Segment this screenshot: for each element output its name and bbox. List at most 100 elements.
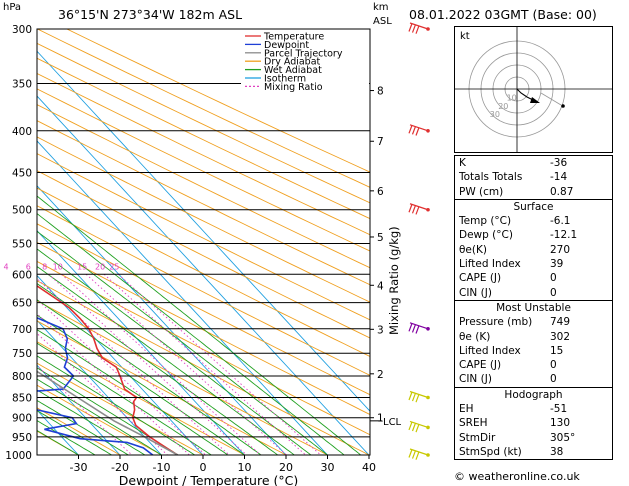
mixing-ratio-label: 6 bbox=[26, 263, 31, 272]
km-tick-label: 5 bbox=[377, 232, 384, 244]
dry-adiabat-line bbox=[37, 362, 204, 455]
unstable-row: θe (K) 302 bbox=[455, 330, 612, 344]
wind-barb-flag bbox=[411, 324, 417, 333]
hodograph-value: 130 bbox=[550, 417, 571, 430]
wind-barb-flag bbox=[408, 421, 413, 431]
surface-row: CIN (J) 0 bbox=[455, 286, 612, 300]
wind-barb bbox=[408, 420, 430, 433]
surface-key: CIN (J) bbox=[459, 286, 492, 299]
surface-row: θe(K) 270 bbox=[455, 243, 612, 257]
hodograph-value: 38 bbox=[550, 445, 564, 458]
wind-barb-flag bbox=[408, 391, 413, 401]
wet-adiabat-line bbox=[37, 410, 112, 455]
unstable-value: 749 bbox=[550, 316, 571, 329]
surface-title: Surface bbox=[455, 198, 612, 214]
wind-barb-flag bbox=[411, 205, 417, 214]
index-row: K -36 bbox=[455, 156, 612, 170]
wind-barb-flag bbox=[411, 24, 417, 33]
dry-adiabat-line bbox=[37, 384, 162, 455]
pressure-tick-label: 500 bbox=[12, 205, 32, 217]
legend-label: Dry Adiabat bbox=[264, 57, 321, 68]
x-axis-label: Dewpoint / Temperature (°C) bbox=[119, 473, 298, 486]
mixing-ratio-label: 25 bbox=[109, 263, 119, 272]
mixing-ratio-label: 15 bbox=[77, 263, 87, 272]
wind-barb-flag bbox=[408, 204, 413, 213]
temperature-line bbox=[37, 284, 179, 455]
surface-value: -6.1 bbox=[550, 215, 571, 228]
dry-adiabat-line bbox=[37, 42, 370, 204]
hodograph-key: StmDir bbox=[459, 431, 496, 444]
wind-barb bbox=[408, 448, 430, 460]
dry-adiabat-line bbox=[37, 29, 370, 188]
dry-adiabat-line bbox=[37, 136, 370, 303]
wet-adiabat-line bbox=[37, 367, 179, 455]
km-tick-label: 2 bbox=[377, 369, 384, 381]
hodograph-key: StmSpd (kt) bbox=[459, 445, 522, 458]
surface-key: CAPE (J) bbox=[459, 272, 502, 285]
stats-panel: K -36 Totals Totals -14 PW (cm) 0.87 Surface … bbox=[454, 155, 613, 461]
wind-barb bbox=[408, 390, 430, 403]
hodograph-storm-line bbox=[540, 92, 562, 106]
pressure-tick-label: 450 bbox=[12, 167, 32, 179]
unstable-row: Pressure (mb) 749 bbox=[455, 315, 612, 329]
x-tick-label: 30 bbox=[321, 461, 335, 474]
km-unit-label: km bbox=[373, 2, 389, 13]
legend-label: Isotherm bbox=[264, 74, 306, 85]
unstable-value: 15 bbox=[550, 344, 564, 357]
unstable-value: 302 bbox=[550, 330, 571, 343]
index-key: PW (cm) bbox=[459, 185, 504, 198]
hodograph-trace bbox=[516, 88, 536, 102]
surface-value: 39 bbox=[550, 258, 564, 271]
index-rows: K -36 Totals Totals -14 PW (cm) 0.87 bbox=[455, 156, 612, 199]
unstable-key: CIN (J) bbox=[459, 373, 492, 386]
wind-barb-flag bbox=[415, 325, 420, 334]
mixing-ratio-label: 20 bbox=[95, 263, 105, 272]
wind-barb-dot bbox=[426, 395, 430, 400]
wind-barb bbox=[408, 322, 430, 334]
dry-adiabat-line bbox=[37, 72, 370, 236]
hodograph-storm-dot bbox=[561, 104, 565, 108]
x-tick-label: -20 bbox=[111, 461, 129, 474]
hodograph-unit-label: kt bbox=[460, 31, 470, 42]
wind-barb-flag bbox=[415, 206, 420, 215]
km-tick-label: 4 bbox=[377, 280, 384, 292]
pressure-tick-label: 300 bbox=[12, 24, 32, 36]
hodograph-key: SREH bbox=[459, 417, 488, 430]
hodograph-ring-label: 10 bbox=[507, 93, 517, 102]
wind-barb-flag bbox=[415, 25, 420, 34]
wind-barb-flag bbox=[408, 323, 413, 332]
hodograph-row: SREH 130 bbox=[455, 416, 612, 430]
surface-row: Dewp (°C) -12.1 bbox=[455, 228, 612, 242]
index-row: Totals Totals -14 bbox=[455, 170, 612, 184]
dry-adiabat-line bbox=[37, 88, 370, 252]
mixing-ratio-label: 10 bbox=[53, 263, 63, 272]
hodograph-ring-label: 30 bbox=[490, 110, 500, 119]
most-unstable-title: Most Unstable bbox=[455, 299, 612, 315]
unstable-value: 0 bbox=[550, 359, 557, 372]
wind-barb-dot bbox=[426, 128, 430, 133]
surface-key: θe(K) bbox=[459, 243, 487, 256]
km-tick-label: 6 bbox=[377, 186, 384, 198]
asl-unit-label: ASL bbox=[373, 16, 392, 27]
copyright-footer: © weatheronline.co.uk bbox=[454, 470, 580, 483]
x-tick-label: -10 bbox=[153, 461, 171, 474]
hpa-unit-label: hPa bbox=[3, 2, 22, 13]
legend-label: Wet Adiabat bbox=[264, 65, 322, 76]
wind-barb-dot bbox=[426, 453, 430, 457]
mixing-ratio-line bbox=[37, 278, 230, 455]
unstable-key: θe (K) bbox=[459, 330, 491, 343]
surface-row: Lifted Index 39 bbox=[455, 257, 612, 271]
wet-adiabat-line bbox=[37, 389, 146, 455]
km-tick-label: 3 bbox=[377, 324, 384, 336]
pressure-tick-label: 750 bbox=[12, 348, 32, 360]
hodograph-ring-label: 20 bbox=[498, 102, 508, 111]
km-tick-label: 7 bbox=[377, 136, 384, 148]
wind-barb-flag bbox=[411, 422, 417, 432]
station-info: 36°15'N 273°34'W 182m ASL bbox=[58, 7, 243, 22]
pressure-tick-label: 700 bbox=[12, 324, 32, 336]
lcl-label: LCL bbox=[383, 417, 402, 428]
x-tick-label: 10 bbox=[238, 461, 252, 474]
legend-label: Mixing Ratio bbox=[264, 82, 323, 93]
